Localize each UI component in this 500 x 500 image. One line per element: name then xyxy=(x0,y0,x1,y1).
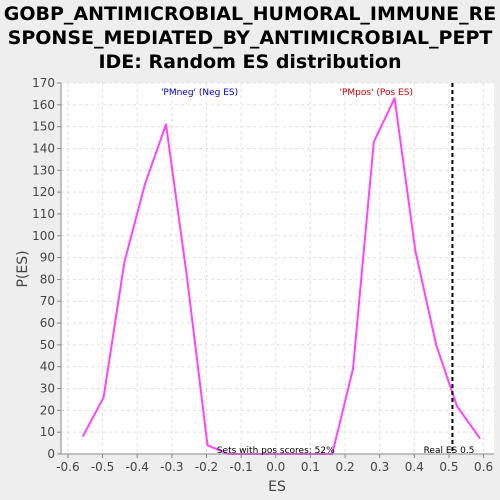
x-tick-label: -0.3 xyxy=(160,460,183,474)
x-axis-label: ES xyxy=(268,479,286,495)
chart-title-line-1: GOBP_ANTIMICROBIAL_HUMORAL_IMMUNE_RE xyxy=(3,3,497,25)
neg-es-label: 'PMneg' (Neg ES) xyxy=(161,88,238,98)
plot-area xyxy=(61,83,494,454)
pos-scores-label: Sets with pos scores: 52% xyxy=(217,446,335,456)
y-tick-label: 120 xyxy=(32,185,55,199)
y-tick-label: 170 xyxy=(32,76,55,90)
y-tick-label: 140 xyxy=(32,141,55,155)
x-tick-label: -0.1 xyxy=(229,460,252,474)
real-es-label: Real ES 0.5 xyxy=(424,446,475,456)
y-tick-label: 110 xyxy=(32,207,55,221)
chart-title: GOBP_ANTIMICROBIAL_HUMORAL_IMMUNE_RE SPO… xyxy=(0,2,500,74)
y-tick-label: 130 xyxy=(32,163,55,177)
x-tick-label: 0.2 xyxy=(336,460,355,474)
x-tick-label: 0.6 xyxy=(474,460,493,474)
x-tick-label: -0.4 xyxy=(125,460,148,474)
y-tick-label: 100 xyxy=(32,229,55,243)
y-tick-label: 150 xyxy=(32,120,55,134)
x-tick-label: 0.5 xyxy=(439,460,458,474)
y-tick-label: 40 xyxy=(40,360,55,374)
y-tick-label: 160 xyxy=(32,98,55,112)
pos-es-label: 'PMpos' (Pos ES) xyxy=(339,88,413,98)
chart-title-line-2: SPONSE_MEDIATED_BY_ANTIMICROBIAL_PEPT xyxy=(7,27,493,49)
y-axis-label: P(ES) xyxy=(15,250,31,287)
y-tick-label: 30 xyxy=(40,382,55,396)
x-tick-label: -0.6 xyxy=(56,460,79,474)
x-tick-label: 0.1 xyxy=(301,460,320,474)
y-tick-label: 0 xyxy=(47,447,55,461)
x-tick-label: 0.4 xyxy=(405,460,424,474)
axes: -0.6 -0.5 -0.4 -0.3 -0.2 -0.1 0.0 0.1 0.2 0.3 0.4 0… xyxy=(32,76,494,474)
y-tick-label: 60 xyxy=(40,316,55,330)
y-tick-label: 70 xyxy=(40,294,55,308)
chart-title-line-3: IDE: Random ES distribution xyxy=(98,51,402,73)
x-tick-label: 0.3 xyxy=(370,460,389,474)
y-tick-label: 50 xyxy=(40,338,55,352)
y-tick-label: 20 xyxy=(40,403,55,417)
y-tick-label: 90 xyxy=(40,251,55,265)
x-tick-label: -0.5 xyxy=(91,460,114,474)
y-tick-label: 80 xyxy=(40,272,55,286)
grid-lines xyxy=(61,82,494,455)
x-tick-label: -0.2 xyxy=(195,460,218,474)
x-tick-label: 0.0 xyxy=(266,460,285,474)
y-tick-label: 10 xyxy=(40,425,55,439)
annotations: 'PMneg' (Neg ES) 'PMpos' (Pos ES) Sets wit… xyxy=(161,88,474,456)
